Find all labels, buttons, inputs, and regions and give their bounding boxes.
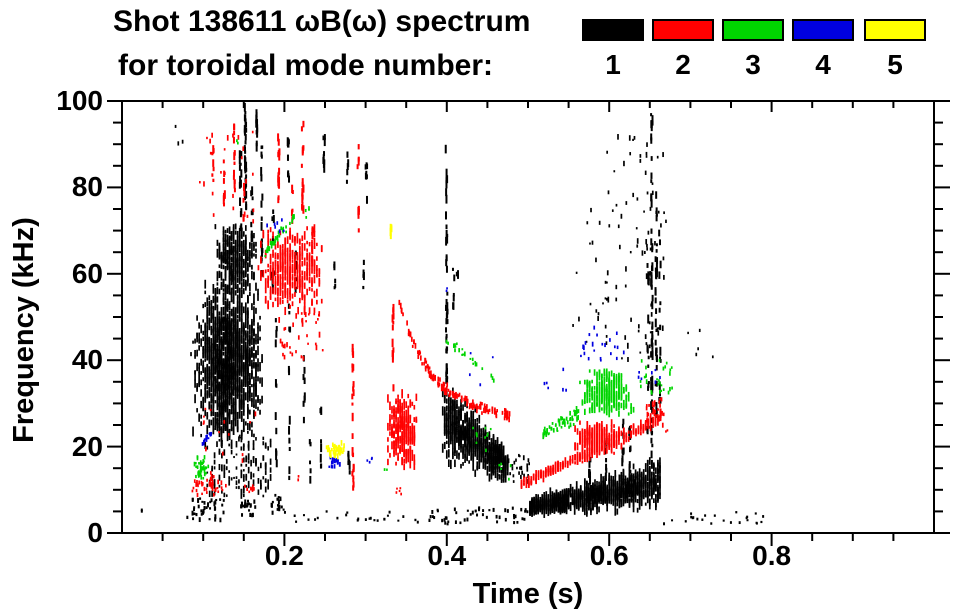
legend-swatch-mode-3 [722, 19, 784, 41]
y-tick-label-80: 80 [71, 171, 103, 203]
y-tick-label-20: 20 [71, 430, 103, 462]
legend-item-mode-2: 2 [652, 19, 714, 79]
legend-swatch-mode-4 [792, 19, 854, 41]
x-tick-label-0.4: 0.4 [427, 540, 467, 571]
legend-label-mode-3: 3 [745, 49, 761, 80]
chart-title: Shot 138611 ωB(ω) spectrum [113, 5, 531, 38]
y-tick-label-100: 100 [56, 85, 103, 116]
legend-item-mode-3: 3 [722, 19, 784, 79]
legend-swatch-mode-1 [582, 19, 644, 41]
legend-item-mode-1: 1 [582, 19, 644, 79]
legend-item-mode-5: 5 [864, 19, 926, 79]
legend-swatch-mode-5 [864, 19, 926, 41]
legend-label-mode-5: 5 [887, 49, 903, 80]
legend-label-mode-1: 1 [605, 49, 621, 80]
y-tick-label-40: 40 [71, 344, 103, 376]
legend-item-mode-4: 4 [792, 19, 854, 79]
legend: 1 2 3 4 5 [0, 0, 963, 90]
x-axis-title: Time (s) [472, 578, 584, 610]
legend-label-mode-4: 4 [815, 49, 831, 80]
y-axis-title: Frequency (kHz) [8, 217, 40, 443]
y-tick-label-0: 0 [87, 517, 103, 548]
y-tick-label-60: 60 [71, 257, 103, 289]
legend-swatch-mode-2 [652, 19, 714, 41]
x-tick-label-0.2: 0.2 [264, 540, 304, 571]
legend-label-mode-2: 2 [675, 49, 691, 80]
x-tick-label-0.6: 0.6 [589, 540, 629, 571]
chart-subtitle: for toroidal mode number: [118, 49, 493, 82]
x-tick-label-0.8: 0.8 [752, 540, 792, 571]
